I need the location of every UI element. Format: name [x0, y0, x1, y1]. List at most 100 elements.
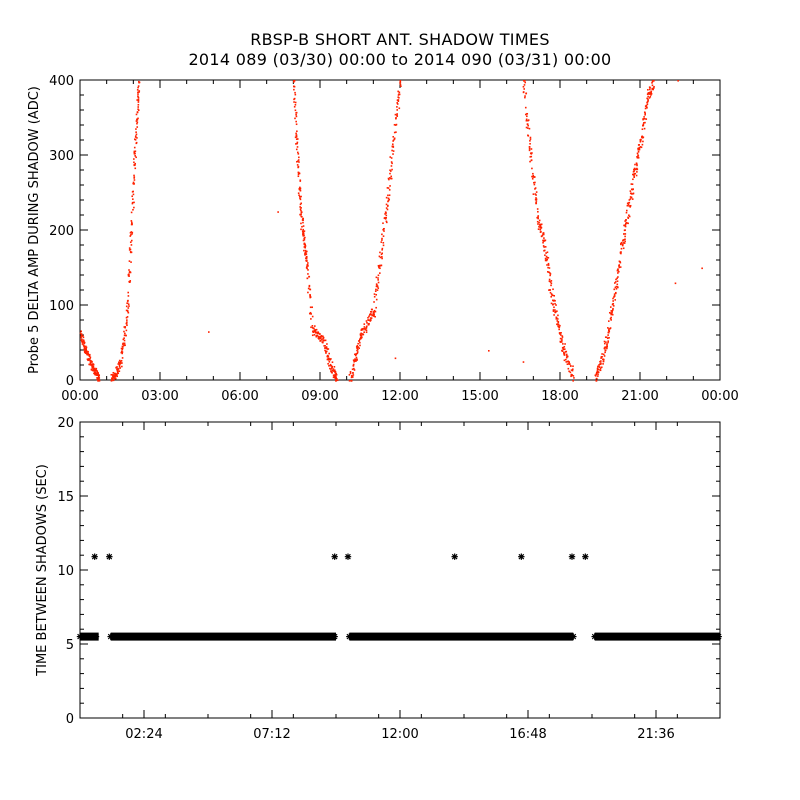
data-point: [294, 109, 297, 112]
data-point: [137, 95, 139, 97]
data-point: [297, 159, 300, 161]
data-point: [645, 104, 648, 107]
data-point: [570, 369, 573, 371]
data-point: [522, 361, 525, 363]
data-point: [121, 362, 123, 364]
data-point: [360, 328, 363, 330]
data-point: [524, 81, 527, 84]
data-point: [132, 193, 135, 196]
data-point: [299, 180, 302, 182]
data-point: [522, 91, 525, 93]
data-point: [565, 353, 568, 356]
data-point: [297, 175, 300, 178]
data-point: [126, 302, 128, 305]
data-point: [116, 368, 118, 371]
data-point: [95, 367, 98, 370]
data-point: [398, 93, 400, 95]
data-point: [94, 371, 96, 374]
data-point: [306, 250, 308, 253]
data-point: [612, 300, 614, 302]
data-point: [561, 336, 564, 338]
data-point: [117, 363, 120, 365]
data-point: [392, 145, 395, 148]
data-point: [327, 355, 330, 357]
data-point: [619, 266, 622, 268]
data-point: [617, 268, 619, 270]
data-point: [531, 167, 533, 170]
data-point: [301, 225, 303, 228]
data-point: [357, 342, 359, 345]
data-point: [610, 313, 613, 316]
data-point: [88, 359, 90, 361]
data-point: [620, 252, 622, 255]
data-point: [355, 353, 358, 355]
data-point: [125, 334, 127, 337]
data-point: [557, 325, 559, 328]
data-point: [294, 136, 297, 139]
data-point: [540, 227, 542, 229]
data-point: [611, 310, 614, 312]
data-point: [387, 187, 390, 189]
data-point: [531, 175, 533, 178]
data-point: [133, 164, 136, 167]
data-point: [559, 334, 562, 336]
data-point: [542, 245, 545, 247]
data-point: [623, 238, 625, 241]
data-point: [134, 167, 137, 170]
data-point: [95, 373, 98, 376]
data-point: [303, 230, 306, 232]
data-point: [638, 148, 641, 151]
data-point: [137, 106, 140, 108]
data-point: [389, 177, 391, 179]
data-point: [130, 261, 132, 263]
data-point: [325, 347, 328, 350]
data-point: [335, 372, 337, 375]
data-point: [85, 348, 88, 351]
data-point: [392, 139, 395, 142]
data-point: [313, 327, 315, 330]
data-point: [117, 368, 120, 370]
data-point: [131, 233, 133, 235]
data-point: [642, 140, 644, 143]
data-point: [330, 368, 332, 370]
data-point: [298, 161, 300, 163]
data-point: [123, 326, 126, 328]
data-point: [302, 225, 305, 227]
data-point: [359, 336, 362, 339]
data-point: [564, 343, 566, 345]
data-point: [350, 376, 353, 379]
data-point: [363, 327, 366, 330]
data-point: [136, 118, 138, 121]
data-point: [355, 346, 358, 348]
data-point: [86, 353, 88, 356]
data-point: [328, 352, 330, 355]
data-point: [552, 309, 555, 311]
data-point: [544, 254, 546, 257]
data-point: [133, 201, 135, 204]
data-point: [302, 228, 305, 231]
data-point: [81, 343, 84, 345]
data-point: [356, 352, 359, 355]
data-point: [128, 247, 131, 249]
data-point: [612, 305, 615, 307]
data-point: [294, 101, 297, 104]
data-point: [377, 287, 380, 289]
data-point: [319, 333, 321, 335]
data-point: [622, 233, 625, 235]
outlier-point: [91, 553, 98, 560]
data-point: [524, 95, 526, 97]
data-point: [636, 152, 639, 155]
data-point: [628, 205, 630, 207]
data-point: [566, 363, 569, 366]
data-point: [394, 124, 397, 126]
data-point: [136, 111, 139, 113]
data-point: [296, 146, 299, 148]
y-tick-label: 15: [57, 490, 74, 505]
data-point: [134, 152, 136, 155]
data-point: [525, 118, 528, 121]
data-point: [560, 341, 563, 343]
data-point: [524, 113, 527, 116]
data-point: [616, 286, 619, 288]
data-point: [299, 197, 301, 200]
data-point: [352, 372, 354, 374]
